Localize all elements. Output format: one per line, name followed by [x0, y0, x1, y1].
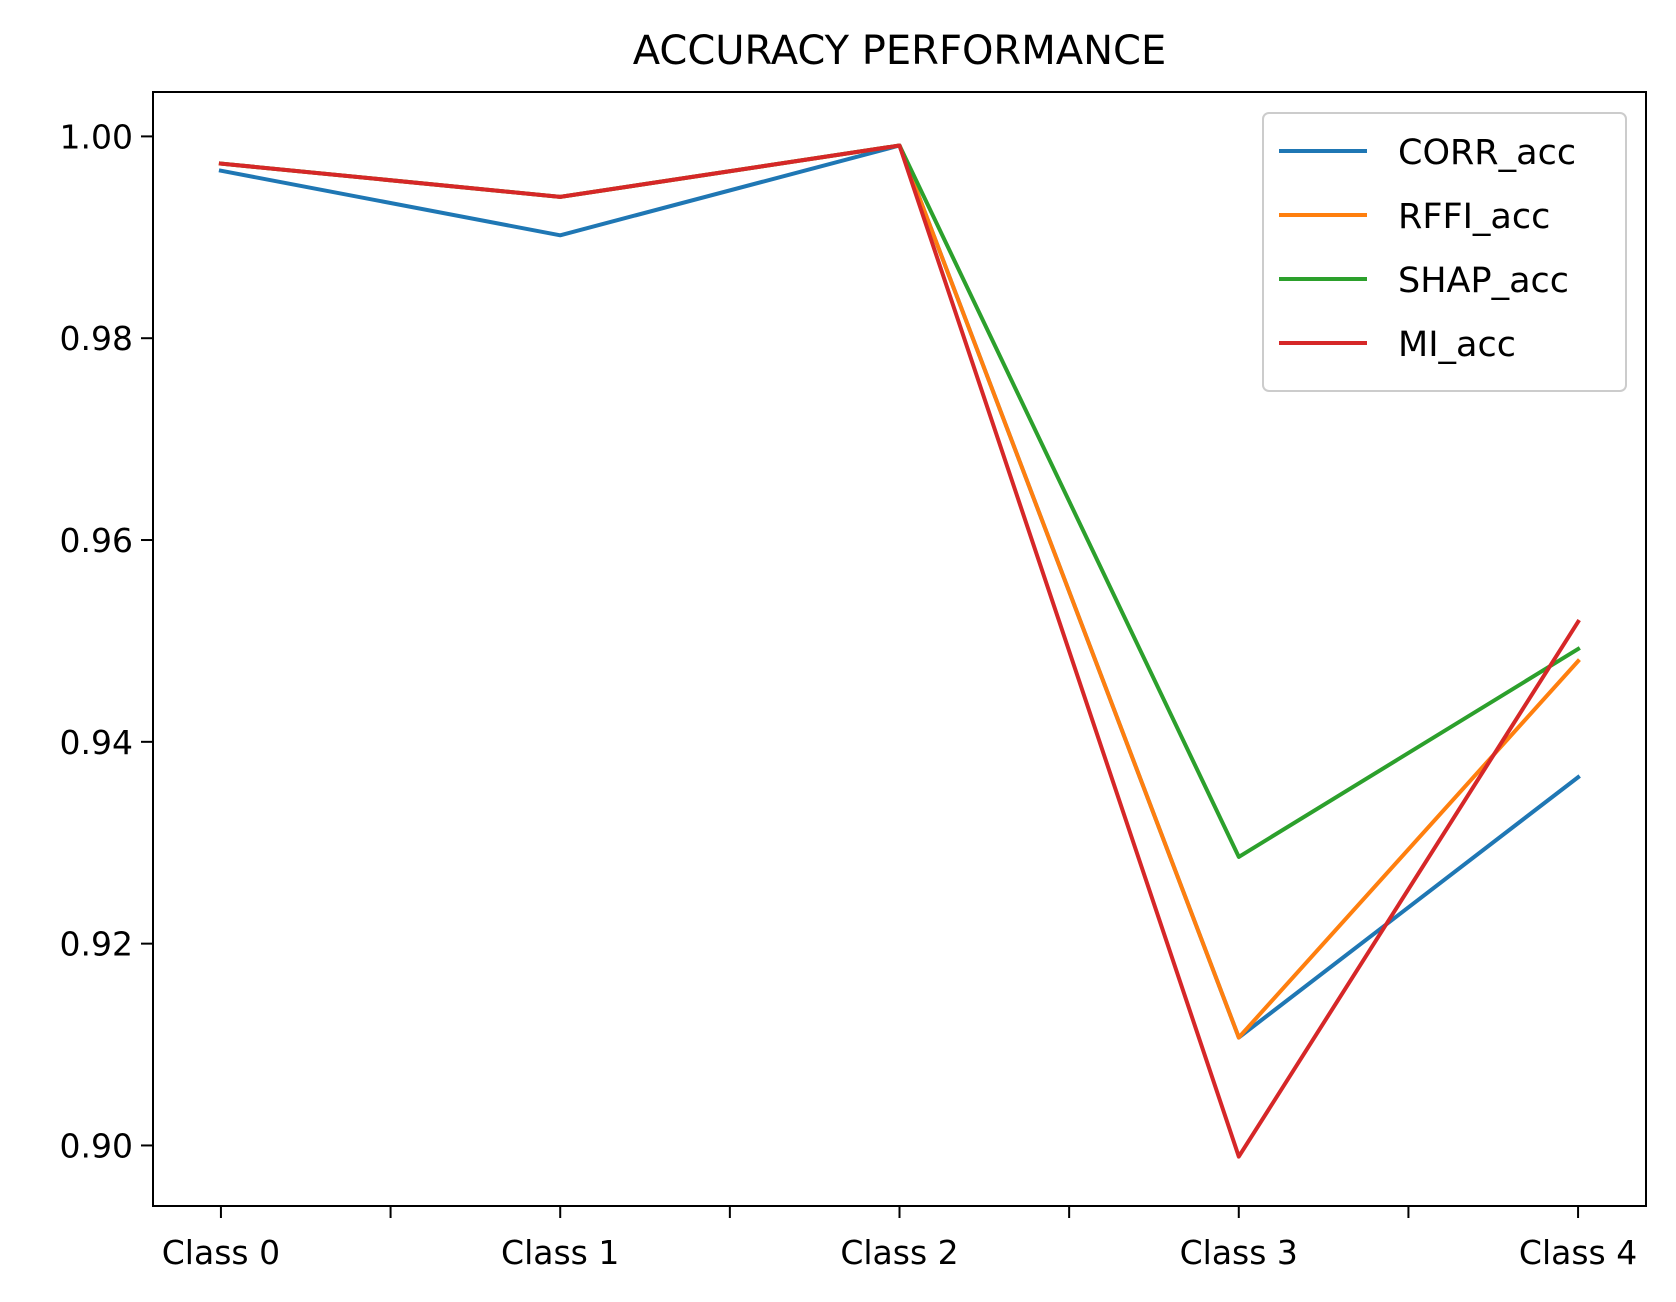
series-line-mi-acc — [218, 143, 1581, 1159]
y-tick-label: 1.00 — [60, 117, 133, 156]
x-tick-label: Class 1 — [501, 1233, 619, 1272]
x-axis: Class 0 Class 1 Class 2 Class 3 Class 4 — [162, 1206, 1637, 1272]
legend-label: MI_acc — [1398, 325, 1516, 365]
y-tick-label: 0.92 — [60, 925, 133, 964]
x-tick-label: Class 2 — [840, 1233, 958, 1272]
legend-label: SHAP_acc — [1398, 261, 1569, 301]
legend-box — [1262, 112, 1627, 392]
y-axis: 0.90 0.92 0.94 0.96 0.98 1.00 — [60, 117, 153, 1165]
legend: CORR_acc RFFI_acc SHAP_acc MI_acc — [1262, 112, 1627, 392]
y-tick-label: 0.98 — [60, 319, 133, 358]
legend-label: CORR_acc — [1398, 133, 1576, 173]
x-tick-label: Class 0 — [162, 1233, 280, 1272]
series-lines — [218, 143, 1581, 1159]
x-tick-label: Class 4 — [1519, 1233, 1637, 1272]
x-tick-label: Class 3 — [1180, 1233, 1298, 1272]
y-tick-label: 0.90 — [60, 1126, 133, 1165]
legend-label: RFFI_acc — [1398, 197, 1550, 237]
y-tick-label: 0.96 — [60, 521, 133, 560]
chart-title: ACCURACY PERFORMANCE — [633, 28, 1166, 74]
y-tick-label: 0.94 — [60, 723, 133, 762]
